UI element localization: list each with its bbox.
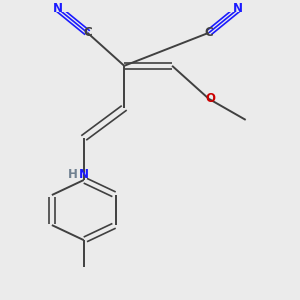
Text: O: O (206, 92, 216, 105)
Text: C: C (83, 26, 92, 39)
Text: H: H (68, 167, 78, 181)
Text: N: N (53, 2, 63, 15)
Text: N: N (79, 167, 89, 181)
Text: C: C (205, 26, 213, 39)
Text: N: N (233, 2, 243, 15)
